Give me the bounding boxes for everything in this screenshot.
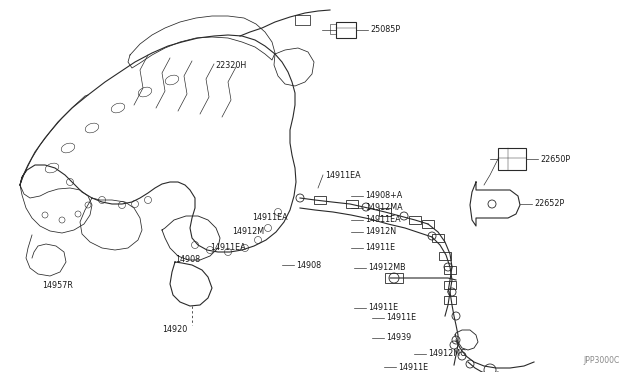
Text: 14908+A: 14908+A — [365, 192, 403, 201]
Text: 14939: 14939 — [386, 334, 412, 343]
Text: 14912MB: 14912MB — [368, 263, 406, 273]
Bar — [439, 252, 451, 260]
Text: 14911E: 14911E — [398, 362, 428, 372]
Bar — [498, 148, 526, 170]
Text: 22652P: 22652P — [534, 199, 564, 208]
Text: 14912MC: 14912MC — [428, 350, 466, 359]
Bar — [346, 201, 358, 208]
Text: 22650P: 22650P — [540, 154, 570, 164]
Text: 14908: 14908 — [175, 256, 200, 264]
Text: 14908: 14908 — [296, 260, 321, 269]
Bar — [444, 266, 456, 273]
Text: 14911EA: 14911EA — [252, 214, 287, 222]
Bar — [422, 220, 434, 228]
Bar — [409, 217, 421, 224]
Text: 14911E: 14911E — [386, 314, 416, 323]
Text: 14911EA: 14911EA — [325, 170, 360, 180]
Bar — [379, 208, 391, 216]
Bar — [444, 296, 456, 304]
Text: 14911E: 14911E — [368, 304, 398, 312]
Bar — [444, 281, 456, 289]
Text: 14912N: 14912N — [365, 228, 396, 237]
Text: 14912M: 14912M — [232, 228, 264, 237]
Text: 14957R: 14957R — [42, 282, 73, 291]
Bar — [432, 234, 444, 241]
Text: 14911EA: 14911EA — [365, 215, 401, 224]
Bar — [385, 273, 403, 283]
Text: 14912MA: 14912MA — [365, 203, 403, 212]
Bar — [314, 196, 326, 203]
Text: JPP3000C: JPP3000C — [584, 356, 620, 365]
Text: 25085P: 25085P — [370, 26, 400, 35]
Bar — [336, 22, 356, 38]
Text: 22320H: 22320H — [215, 61, 246, 71]
Text: 14920: 14920 — [162, 326, 188, 334]
Text: 14911EA: 14911EA — [210, 244, 246, 253]
Text: 14911E: 14911E — [365, 244, 395, 253]
